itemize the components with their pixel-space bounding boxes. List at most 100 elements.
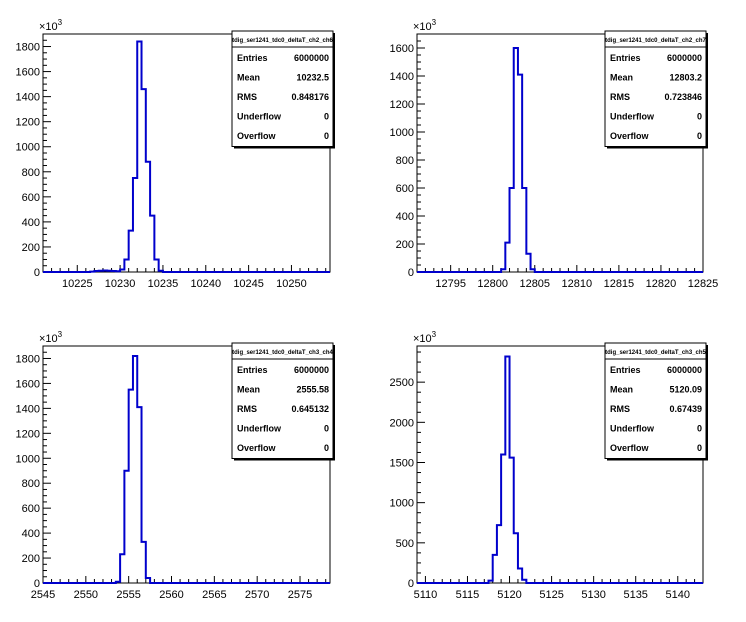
y-tick-label: 0	[34, 267, 40, 279]
y-tick-label: 1600	[390, 43, 414, 55]
y-axis-multiplier: ×103	[413, 330, 437, 345]
x-tick-label: 5120	[497, 589, 521, 601]
x-tick-label: 12805	[519, 278, 550, 290]
y-tick-label: 200	[22, 553, 40, 565]
stats-label: Overflow	[610, 443, 650, 453]
histogram-panel: 10225 10230 10235 10240 10245 10250 0 200 400 600…	[16, 18, 335, 290]
y-tick-label: 2500	[390, 377, 414, 389]
y-tick-label: 400	[22, 528, 40, 540]
y-tick-label: 1000	[390, 498, 414, 510]
x-tick-label: 2570	[245, 589, 269, 601]
stats-value: 0.645132	[291, 404, 329, 414]
y-tick-label: 400	[22, 217, 40, 229]
stats-value: 6000000	[667, 365, 702, 375]
stats-value: 10232.5	[296, 73, 329, 83]
stats-label: Overflow	[237, 131, 277, 141]
stats-value: 0	[697, 131, 702, 141]
y-tick-label: 0	[408, 267, 414, 279]
stats-label: RMS	[237, 92, 257, 102]
stats-value: 2555.58	[296, 385, 329, 395]
stats-label: Mean	[237, 73, 260, 83]
y-tick-label: 600	[396, 183, 414, 195]
y-axis-multiplier: ×103	[39, 18, 63, 33]
stats-box	[604, 358, 707, 459]
x-tick-label: 5130	[581, 589, 605, 601]
y-tick-label: 0	[34, 578, 40, 590]
stats-label: Overflow	[237, 443, 277, 453]
stats-label: RMS	[610, 92, 630, 102]
x-tick-label: 5140	[666, 589, 690, 601]
y-tick-label: 1600	[16, 378, 40, 390]
stats-label: Entries	[610, 53, 641, 63]
histogram-panel: 12795 12800 12805 12810 12815 12820 12825 0 200 4…	[390, 18, 719, 290]
stats-label: Underflow	[237, 424, 282, 434]
y-tick-label: 400	[396, 211, 414, 223]
x-tick-label: 12800	[477, 278, 508, 290]
x-tick-label: 12810	[562, 278, 593, 290]
y-tick-label: 1000	[16, 142, 40, 154]
stats-label: RMS	[610, 404, 630, 414]
x-tick-label: 10250	[276, 278, 307, 290]
stats-value: 0.848176	[291, 92, 329, 102]
stats-value: 0	[324, 424, 329, 434]
stats-label: RMS	[237, 404, 257, 414]
x-tick-label: 2555	[116, 589, 140, 601]
stats-value: 0.67439	[669, 404, 702, 414]
stats-value: 6000000	[294, 53, 329, 63]
y-tick-label: 600	[22, 192, 40, 204]
y-tick-label: 1200	[16, 428, 40, 440]
y-tick-label: 500	[396, 538, 414, 550]
x-tick-label: 12795	[435, 278, 466, 290]
x-tick-label: 12815	[604, 278, 635, 290]
stats-value: 6000000	[667, 53, 702, 63]
stats-value: 0	[324, 112, 329, 122]
stats-label: Underflow	[237, 112, 282, 122]
histogram-panel: 5110 5115 5120 5125 5130 5135 5140 0 500 1000 1500…	[390, 330, 708, 601]
x-tick-label: 10235	[148, 278, 179, 290]
stats-value: 0	[324, 443, 329, 453]
y-tick-label: 200	[22, 242, 40, 254]
x-tick-label: 12825	[688, 278, 719, 290]
stats-value: 6000000	[294, 365, 329, 375]
stats-title: tdig_ser1241_tdc0_deltaT_ch2_ch6	[232, 38, 333, 44]
stats-value: 5120.09	[669, 385, 702, 395]
stats-box	[231, 46, 334, 147]
stats-label: Entries	[610, 365, 641, 375]
x-tick-label: 5110	[414, 589, 438, 601]
stats-box	[231, 358, 334, 459]
stats-value: 0	[697, 443, 702, 453]
y-tick-label: 1600	[16, 67, 40, 79]
stats-label: Underflow	[610, 112, 655, 122]
y-tick-label: 1000	[16, 453, 40, 465]
stats-box	[604, 46, 707, 147]
y-axis-multiplier: ×103	[39, 330, 63, 345]
stats-label: Mean	[610, 385, 633, 395]
stats-value: 0	[697, 112, 702, 122]
x-tick-label: 10245	[233, 278, 264, 290]
x-tick-label: 2550	[74, 589, 98, 601]
y-tick-label: 800	[22, 478, 40, 490]
y-tick-label: 2000	[390, 417, 414, 429]
y-tick-label: 600	[22, 503, 40, 515]
stats-value: 0	[697, 424, 702, 434]
y-tick-label: 1400	[16, 403, 40, 415]
histogram-line	[417, 355, 703, 584]
y-axis-multiplier: ×103	[413, 18, 437, 33]
y-tick-label: 1000	[390, 127, 414, 139]
stats-value: 12803.2	[669, 73, 702, 83]
histogram-line	[43, 354, 330, 584]
y-tick-label: 1800	[16, 42, 40, 54]
x-tick-label: 5135	[623, 589, 647, 601]
y-tick-label: 800	[22, 167, 40, 179]
x-tick-label: 10230	[105, 278, 136, 290]
x-tick-label: 5125	[539, 589, 563, 601]
x-tick-label: 5115	[456, 589, 480, 601]
x-tick-label: 12820	[646, 278, 677, 290]
y-tick-label: 0	[408, 578, 414, 590]
y-tick-label: 200	[396, 239, 414, 251]
histogram-line	[417, 47, 703, 273]
y-tick-label: 1400	[390, 71, 414, 83]
x-tick-label: 2545	[31, 589, 55, 601]
stats-value: 0.723846	[664, 92, 702, 102]
